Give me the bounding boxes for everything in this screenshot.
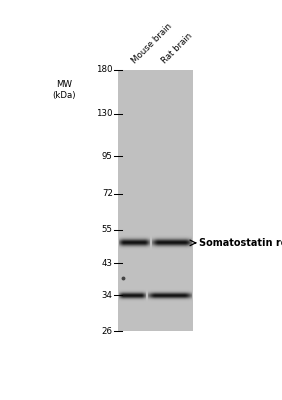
- Text: 43: 43: [102, 259, 113, 268]
- Text: 130: 130: [96, 109, 113, 118]
- Text: 55: 55: [102, 226, 113, 234]
- Text: 95: 95: [102, 152, 113, 160]
- Text: 26: 26: [102, 327, 113, 336]
- Text: Rat brain: Rat brain: [160, 31, 194, 65]
- Text: 180: 180: [96, 65, 113, 74]
- Text: 72: 72: [102, 189, 113, 198]
- Text: Somatostatin receptor 3: Somatostatin receptor 3: [199, 238, 282, 248]
- Text: MW
(kDa): MW (kDa): [52, 80, 75, 100]
- Bar: [118, 70, 193, 331]
- Text: 34: 34: [102, 290, 113, 300]
- Text: Mouse brain: Mouse brain: [131, 21, 174, 65]
